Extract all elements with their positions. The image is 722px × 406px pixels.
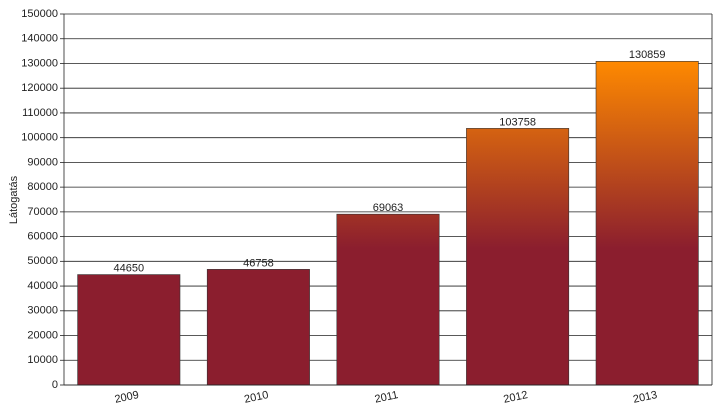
y-tick-label: 110000 — [22, 107, 58, 119]
y-tick-label: 0 — [52, 379, 58, 391]
y-tick-label: 120000 — [21, 82, 58, 94]
x-tick-label: 2013 — [632, 389, 658, 406]
x-tick-label: 2012 — [502, 389, 528, 406]
y-tick-label: 50000 — [27, 255, 58, 267]
y-tick-label: 90000 — [27, 156, 58, 168]
data-label: 130859 — [629, 49, 666, 61]
y-tick-label: 40000 — [27, 280, 58, 292]
bar — [466, 128, 570, 386]
bar — [595, 61, 699, 386]
y-tick-label: 80000 — [27, 181, 58, 193]
x-tick-label: 2011 — [374, 389, 400, 406]
y-tick-label: 130000 — [21, 57, 58, 69]
y-tick-label: 150000 — [21, 8, 58, 20]
bar — [336, 213, 440, 386]
y-tick-label: 100000 — [21, 132, 58, 144]
x-tick-label: 2009 — [114, 389, 140, 406]
bar — [206, 269, 310, 386]
data-label: 69063 — [373, 202, 404, 214]
y-tick-label: 20000 — [27, 329, 58, 341]
y-axis-label: Látogatás — [8, 175, 20, 224]
data-label: 44650 — [114, 262, 145, 274]
x-tick-label: 2010 — [243, 389, 269, 406]
bar — [77, 274, 181, 386]
y-tick-label: 10000 — [27, 354, 58, 366]
y-tick-label: 60000 — [27, 231, 58, 243]
y-tick-label: 30000 — [27, 305, 58, 317]
data-label: 103758 — [499, 116, 536, 128]
data-label: 46758 — [243, 257, 274, 269]
y-tick-label: 140000 — [21, 33, 58, 45]
y-tick-label: 70000 — [27, 206, 58, 218]
